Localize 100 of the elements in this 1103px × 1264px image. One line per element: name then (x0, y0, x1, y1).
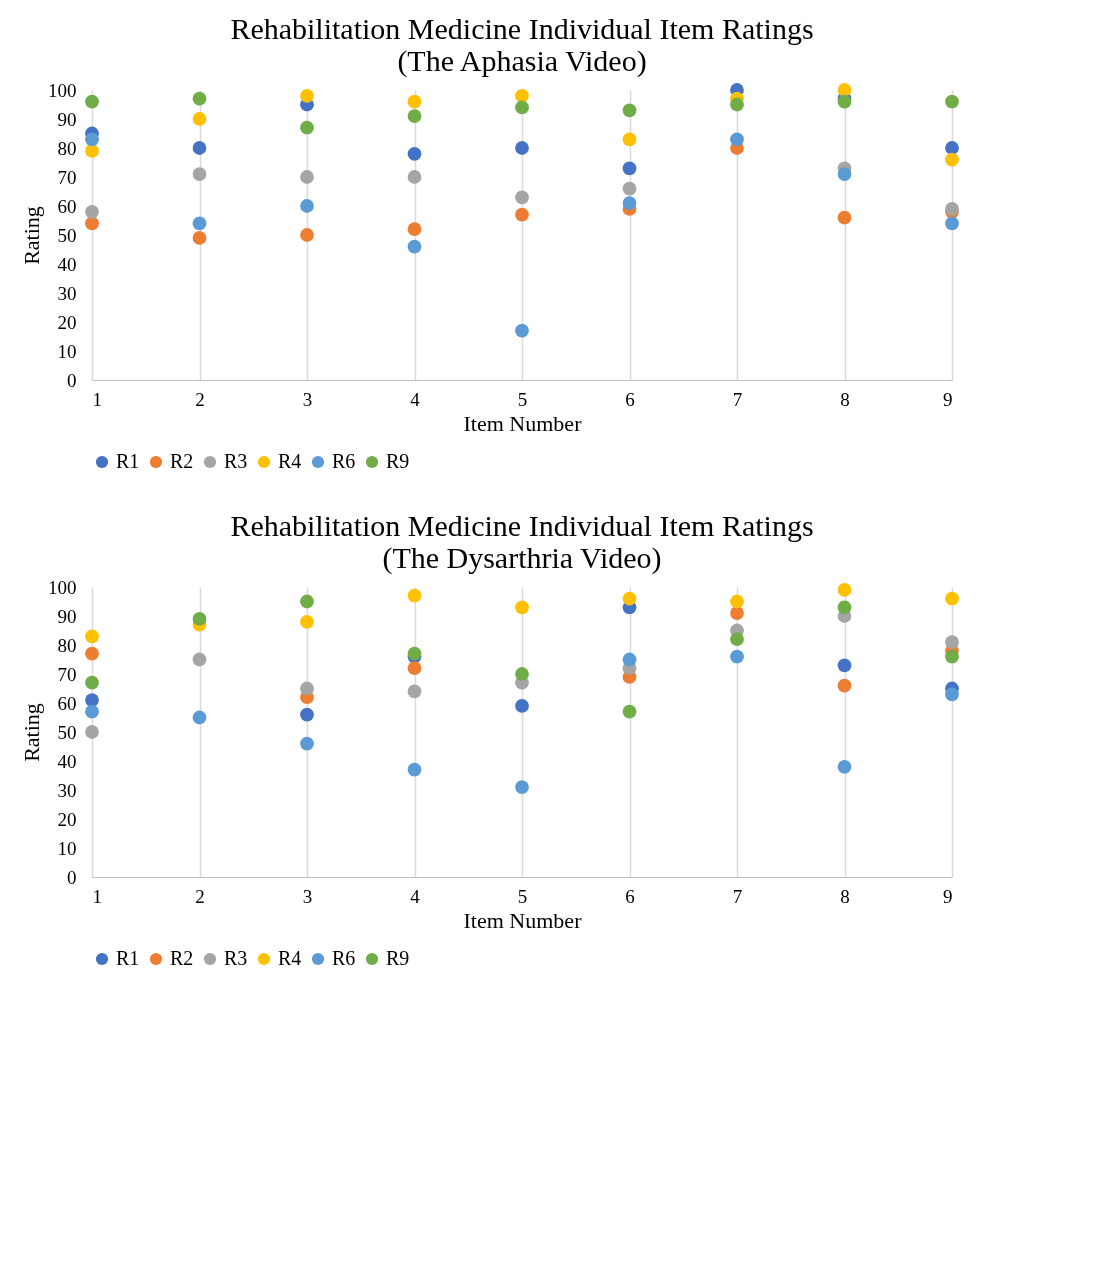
y-tick-label: 60 (57, 692, 77, 714)
point (837, 678, 852, 693)
point (85, 646, 99, 661)
x-tick-label: 4 (410, 388, 421, 410)
point (622, 103, 637, 118)
point (730, 649, 744, 664)
y-tick-label: 40 (57, 750, 77, 772)
x-tick-label: 6 (625, 388, 635, 410)
point (407, 762, 422, 777)
point (85, 629, 99, 644)
point (192, 216, 207, 231)
point (407, 684, 422, 699)
point (515, 88, 529, 103)
point (515, 100, 529, 115)
point (407, 109, 422, 123)
x-tick-label: 2 (195, 885, 205, 907)
legend-label: R2 (170, 450, 194, 472)
y-axis-title: Rating (19, 206, 44, 265)
point (622, 132, 637, 147)
y-tick-label: 0 (67, 369, 77, 391)
point (945, 152, 959, 167)
x-tick-label: 5 (517, 388, 528, 410)
point (300, 199, 314, 213)
x-axis-title: Item Number (463, 410, 583, 436)
legend-label: R6 (332, 947, 356, 969)
point (192, 710, 207, 725)
y-tick-label: 30 (57, 779, 77, 801)
legend-label: R4 (278, 450, 302, 472)
point (300, 707, 314, 722)
point (300, 88, 314, 103)
point (300, 681, 314, 696)
point (85, 693, 99, 707)
point (407, 146, 422, 161)
point (730, 632, 744, 647)
point (515, 190, 529, 205)
point (837, 210, 852, 225)
point (837, 759, 852, 774)
point (945, 94, 959, 109)
x-tick-label: 3 (302, 885, 313, 907)
point (192, 652, 207, 667)
point (192, 231, 207, 245)
point (622, 181, 637, 196)
y-tick-label: 20 (57, 311, 77, 333)
point (730, 594, 744, 609)
point (945, 635, 959, 649)
point (622, 652, 637, 667)
point (300, 594, 314, 609)
x-tick-label: 8 (840, 885, 850, 907)
x-tick-label: 5 (517, 885, 528, 907)
point (300, 170, 314, 184)
point (837, 658, 852, 673)
point (622, 704, 637, 719)
x-tick-label: 1 (92, 388, 102, 410)
point (85, 204, 99, 219)
chart-title: Rehabilitation Medicine Individual Item Ratings (The Dysarthria Video) (230, 509, 814, 575)
y-tick-label: 10 (57, 837, 77, 859)
y-axis-title: Rating (19, 703, 44, 762)
point (515, 600, 529, 615)
y-tick-label: 80 (57, 634, 77, 656)
point (407, 94, 422, 109)
y-tick-label: 30 (57, 282, 77, 304)
y-tick-label: 50 (57, 224, 77, 246)
point (192, 167, 207, 181)
point (300, 228, 314, 242)
point (407, 222, 422, 237)
y-tick-label: 90 (57, 108, 77, 130)
point (515, 141, 529, 155)
point (85, 675, 99, 690)
point (622, 161, 637, 176)
point (515, 207, 529, 222)
x-tick-label: 6 (625, 885, 635, 907)
point (837, 167, 852, 181)
y-tick-label: 50 (57, 721, 77, 743)
point (192, 91, 207, 106)
point (300, 120, 314, 135)
point (622, 591, 637, 606)
legend-label: R9 (386, 947, 410, 969)
point (407, 661, 422, 676)
point (300, 736, 314, 751)
point (515, 780, 529, 794)
legend-label: R9 (386, 450, 410, 472)
legend-label: R6 (332, 450, 356, 472)
point (192, 141, 207, 155)
legend-label: R4 (278, 947, 302, 969)
point (837, 83, 852, 97)
point (85, 725, 99, 739)
point (85, 132, 99, 147)
y-tick-label: 90 (57, 605, 77, 627)
x-tick-label: 3 (302, 388, 313, 410)
point (945, 141, 959, 155)
y-tick-label: 100 (48, 576, 77, 598)
y-tick-label: 100 (48, 79, 77, 101)
point (730, 606, 744, 620)
point (945, 216, 959, 231)
legend-label: R3 (224, 947, 248, 969)
legend-label: R2 (170, 947, 194, 969)
point (515, 323, 529, 338)
y-tick-label: 40 (57, 253, 77, 275)
x-tick-label: 7 (732, 388, 743, 410)
point (515, 699, 529, 713)
